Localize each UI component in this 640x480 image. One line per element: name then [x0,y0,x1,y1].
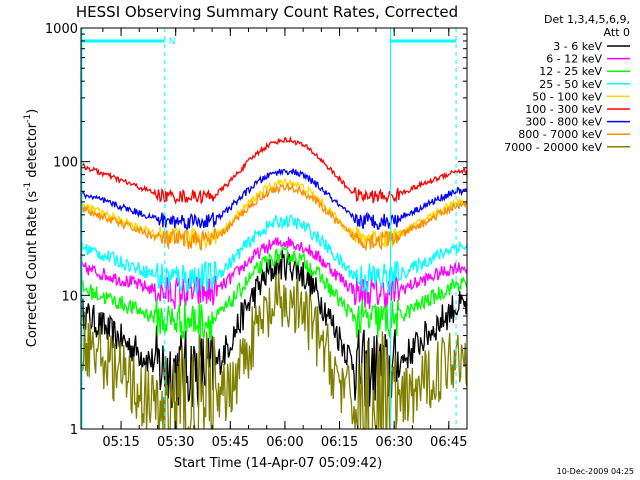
y-tick-label: 10 [61,289,78,304]
legend-label: 7000 - 20000 keV [504,141,602,154]
x-tick-label: 05:15 [102,435,139,450]
legend-label: 300 - 800 keV [525,116,602,129]
series-line [80,168,468,230]
x-tick-label: 05:45 [212,435,249,450]
x-tick-label: 06:00 [266,435,303,450]
x-tick-label: 05:30 [157,435,194,450]
legend-header-line-1: Det 1,3,4,5,6,9, [544,13,630,26]
y-axis-label: Corrected Count Rate (s-1 detector-1) [23,109,40,347]
legend-label: 50 - 100 keV [532,90,602,103]
legend-label: 6 - 12 keV [546,53,602,66]
footer-date: 10-Dec-2009 04:25 [557,467,634,476]
legend-label: 12 - 25 keV [539,65,602,78]
series-layer [80,135,468,431]
legend-header-line-2: Att 0 [604,26,630,39]
series-line [80,181,468,252]
x-tick-label: 06:15 [321,435,358,450]
chart-title: HESSI Observing Summary Count Rates, Cor… [76,3,458,21]
series-line [80,236,468,310]
y-tick-label: 1000 [45,22,78,37]
series-line [80,246,468,341]
x-axis-label: Start Time (14-Apr-07 05:09:42) [174,456,382,471]
y-axis: 1 10 100 1000 [45,22,467,438]
x-axis: 05:15 05:30 05:45 06:00 06:15 06:30 06:45 [102,28,468,450]
legend-label: 25 - 50 keV [539,78,602,91]
y-tick-label: 1 [70,423,78,438]
series-line [80,273,468,431]
series-line [80,177,468,250]
plot-frame [80,27,468,430]
legend-label: 100 - 300 keV [525,103,602,116]
series-line [80,135,468,205]
attenuator-flags: N [81,28,457,429]
flag-label: N [169,37,176,47]
y-tick-label: 100 [53,156,78,171]
legend-label: 3 - 6 keV [553,40,602,53]
series-line [80,214,468,295]
x-tick-label: 06:30 [375,435,412,450]
x-tick-label: 06:45 [430,435,467,450]
legend-label: 800 - 7000 keV [518,128,602,141]
